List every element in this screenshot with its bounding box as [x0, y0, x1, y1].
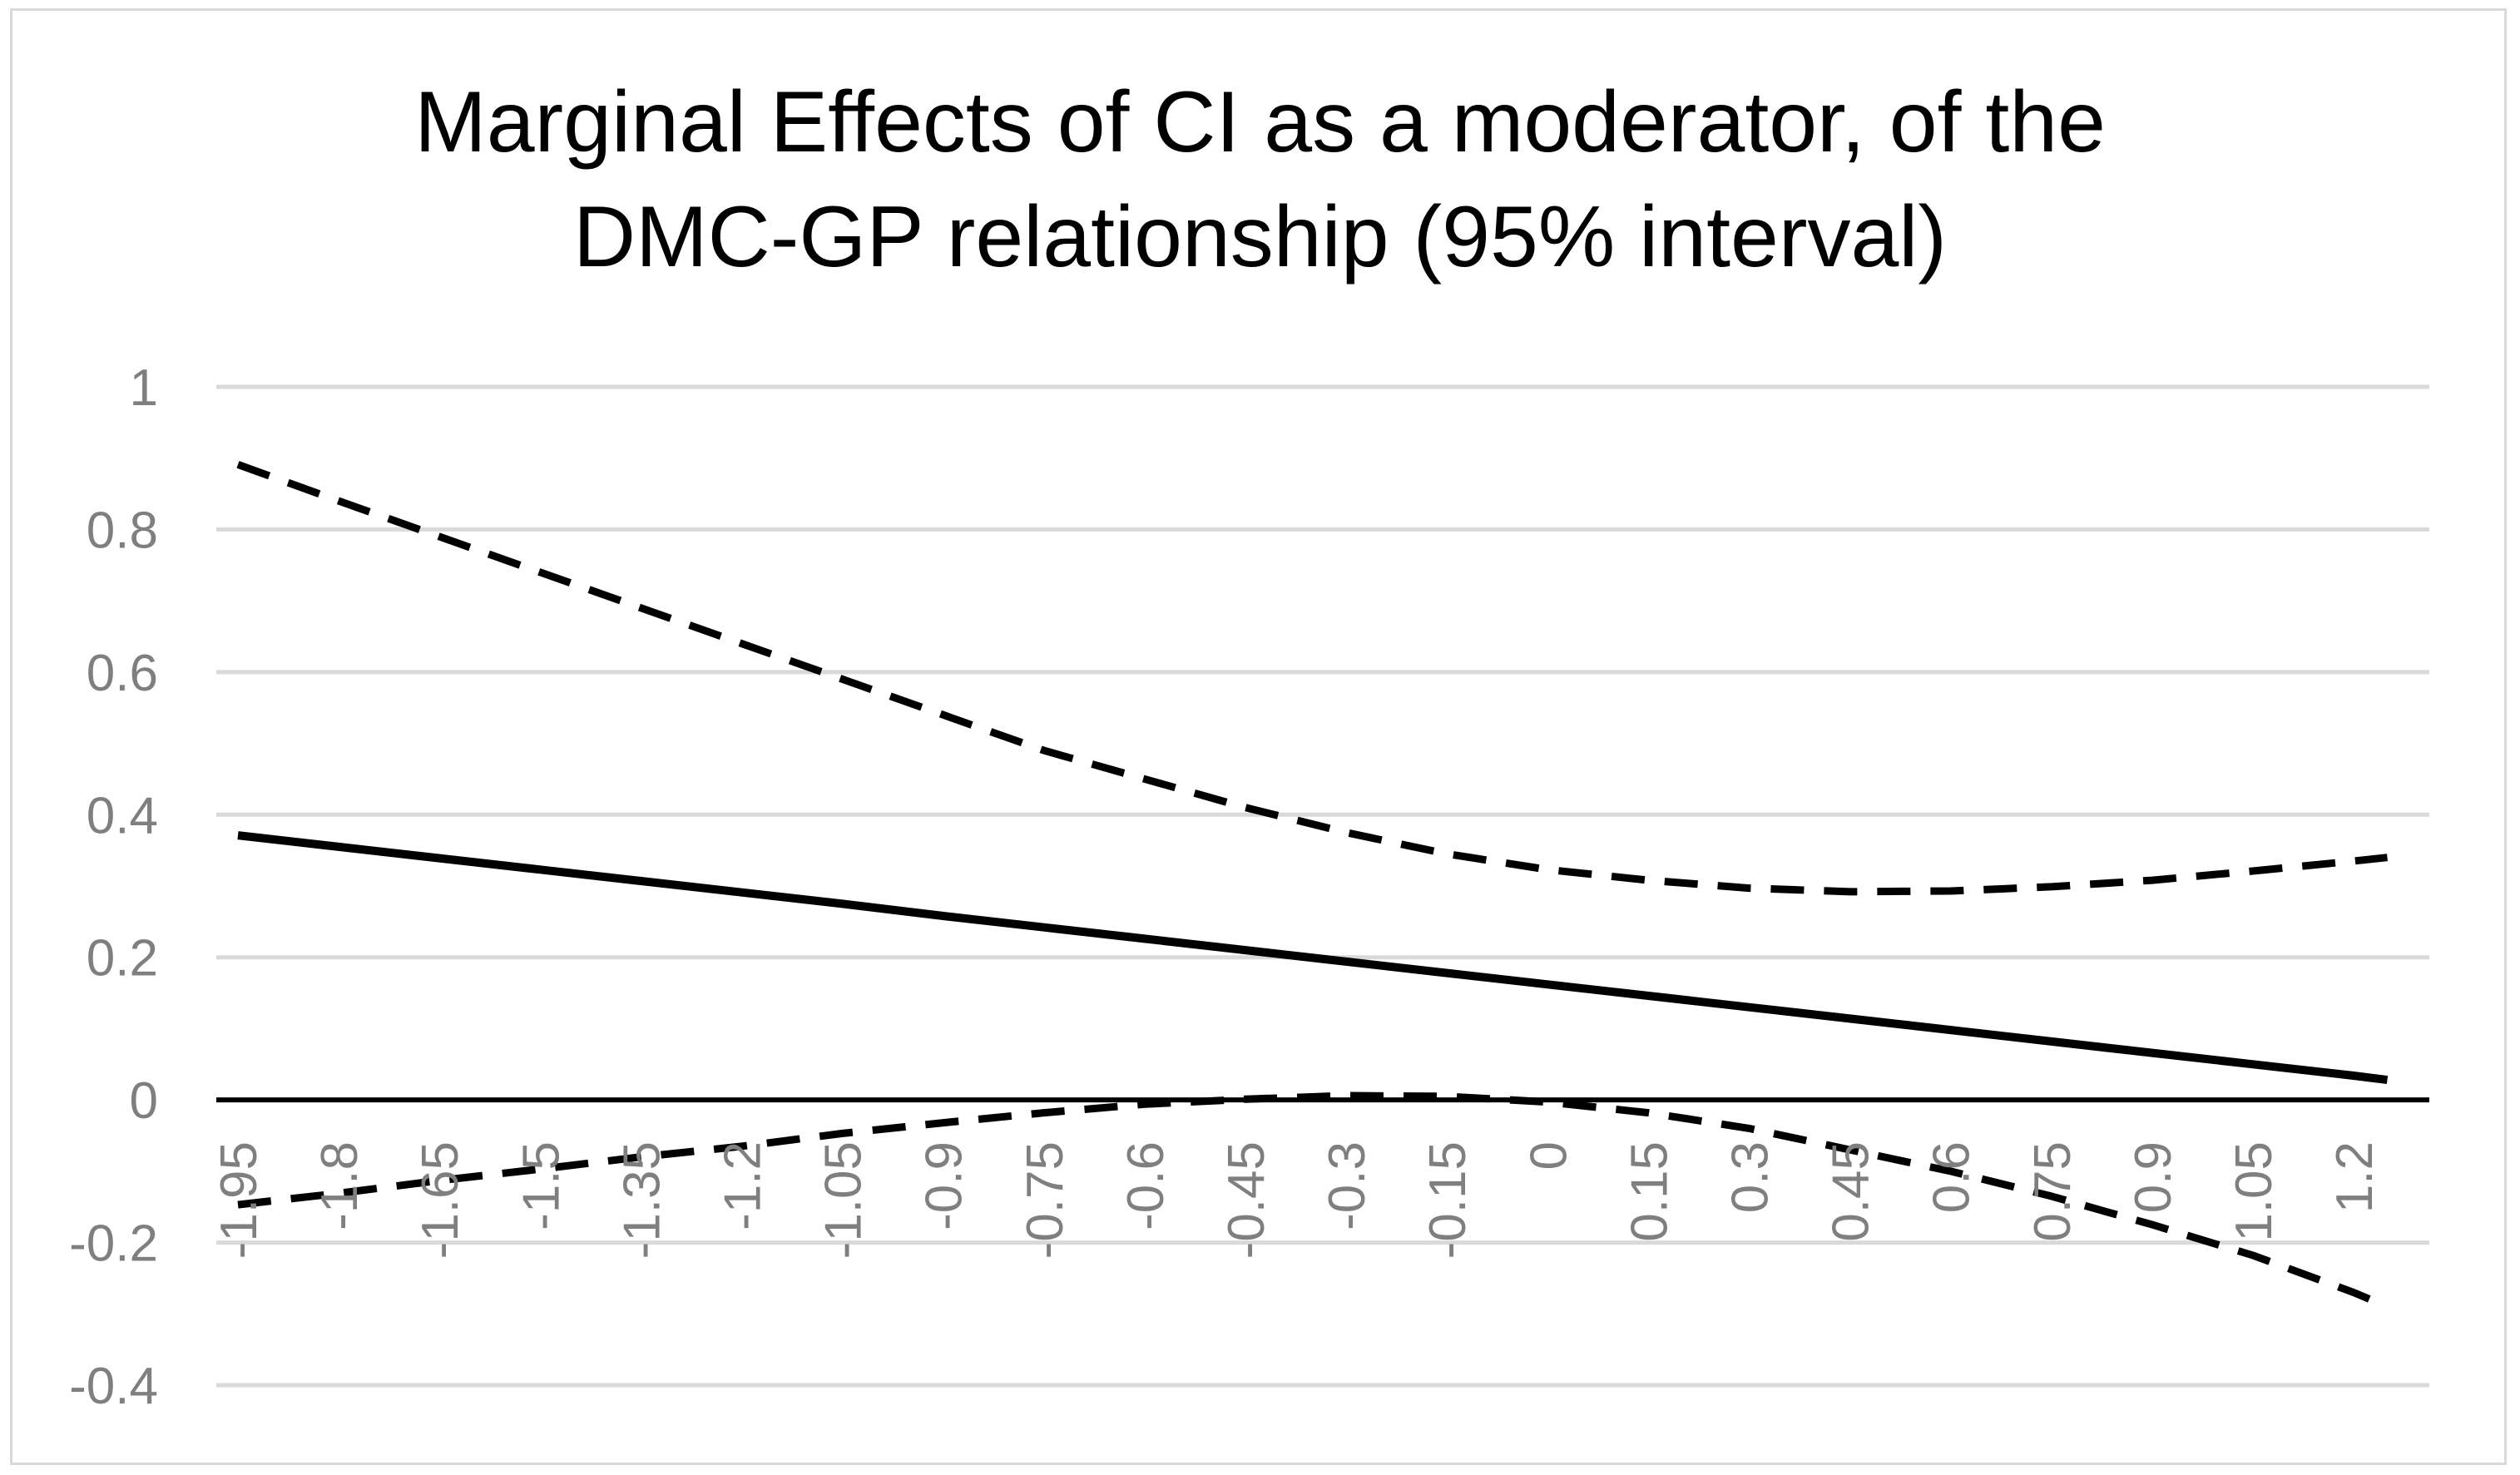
x-tick-label: -1.05	[815, 1141, 873, 1259]
y-tick-label: 0.6	[87, 645, 158, 702]
y-tick-label: -0.4	[69, 1358, 158, 1415]
x-tick-label: -0.45	[1218, 1141, 1275, 1259]
x-tick-label: 0.6	[1923, 1141, 1981, 1213]
y-tick-label: 1	[130, 359, 158, 417]
chart-title: Marginal Effects of CI as a moderator, o…	[0, 65, 2520, 295]
y-tick-label: 0.2	[87, 930, 158, 987]
x-tick-label: 1.2	[2326, 1141, 2384, 1213]
x-tick-label: -1.8	[311, 1141, 369, 1230]
x-tick-label: 1.05	[2225, 1141, 2283, 1242]
x-tick-label: 0.15	[1621, 1141, 1678, 1242]
x-tick-label: 0.9	[2125, 1141, 2182, 1213]
marginal-effect-line	[237, 831, 2389, 1085]
x-tick-label: -1.5	[512, 1141, 570, 1230]
x-tick-label: -1.35	[613, 1141, 671, 1259]
upper-bound-line	[236, 461, 2388, 896]
y-tick-label: 0.4	[87, 787, 158, 844]
chart-title-line-2: DMC-GP relationship (95% interval)	[572, 189, 1948, 285]
x-tick-label: -0.75	[1017, 1141, 1074, 1259]
chart-frame	[10, 8, 2507, 1465]
chart-title-line-1: Marginal Effects of CI as a moderator, o…	[414, 74, 2106, 171]
x-tick-label: 0	[1520, 1141, 1577, 1170]
series-lines	[236, 461, 2389, 1310]
x-axis-ticks: -1.95 -1.8 -1.65 -1.5 -1.35 -1.2 -1.05 -0.9 -0.7…	[210, 1141, 2384, 1259]
lower-bound-line	[237, 1091, 2389, 1310]
y-axis-ticks: 1 0.8 0.6 0.4 0.2 0 -0.2 -0.4	[69, 359, 158, 1415]
x-tick-label: -1.65	[412, 1141, 469, 1259]
x-tick-label: 0.45	[1823, 1141, 1880, 1242]
x-tick-label: -1.95	[210, 1141, 268, 1259]
x-tick-label: 0.75	[2024, 1141, 2082, 1242]
x-tick-label: -0.15	[1419, 1141, 1477, 1259]
y-tick-label: 0.8	[87, 502, 158, 559]
x-tick-label: -0.3	[1319, 1141, 1376, 1230]
y-tick-label: -0.2	[69, 1215, 158, 1273]
x-tick-label: -0.9	[916, 1141, 973, 1230]
x-tick-label: -0.6	[1117, 1141, 1175, 1230]
x-tick-label: 0.3	[1722, 1141, 1780, 1213]
x-tick-label: -1.2	[715, 1141, 772, 1230]
y-tick-label: 0	[130, 1072, 158, 1130]
